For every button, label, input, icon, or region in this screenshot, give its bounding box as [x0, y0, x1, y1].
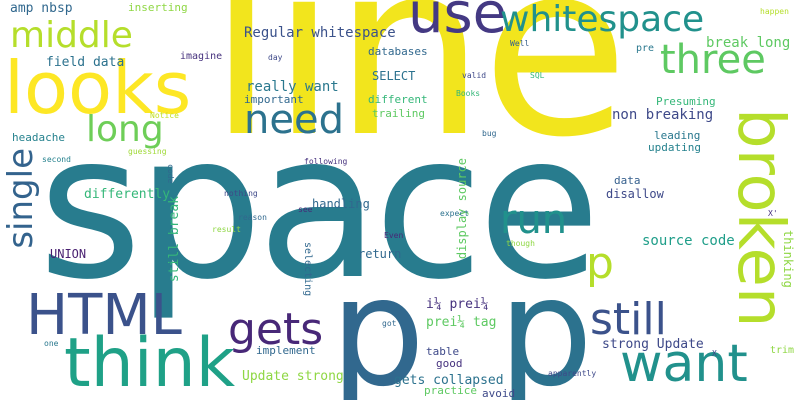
- word: whitespace: [500, 0, 705, 40]
- word: second: [42, 155, 71, 164]
- word: practice: [424, 384, 477, 397]
- word: Update strong: [242, 369, 344, 384]
- word: implement: [256, 344, 316, 357]
- word: long: [86, 109, 164, 150]
- word: prei¼ tag: [426, 315, 497, 330]
- word: line: [208, 0, 629, 190]
- word: guessing: [128, 147, 167, 156]
- word: data: [614, 174, 641, 187]
- word: break long: [706, 35, 791, 51]
- word: return: [358, 247, 402, 261]
- word: strong Update: [602, 337, 704, 352]
- word: day: [268, 53, 283, 62]
- word: updating: [648, 141, 701, 154]
- word: avoid: [482, 387, 516, 400]
- word: pre: [636, 43, 655, 54]
- word: valid: [462, 71, 487, 80]
- word: three: [660, 37, 766, 83]
- word: still: [590, 294, 667, 345]
- word: handling: [312, 197, 370, 211]
- word: result: [212, 225, 241, 234]
- word: apparently: [548, 369, 597, 378]
- word: Regular whitespace: [244, 25, 396, 41]
- word: really want: [246, 79, 339, 95]
- word: table: [426, 345, 460, 358]
- word: trailing: [372, 107, 425, 120]
- word: UNION: [50, 247, 87, 261]
- word: expect: [440, 209, 469, 218]
- word: SQL: [530, 71, 545, 80]
- word: think: [64, 324, 236, 400]
- word: nothing: [224, 189, 258, 198]
- word: middle: [10, 15, 133, 56]
- word: following: [304, 157, 348, 166]
- word: looks: [4, 46, 192, 130]
- word: Well: [510, 39, 530, 48]
- word: single: [1, 148, 41, 249]
- word: differently: [84, 187, 171, 202]
- word: happen: [760, 7, 789, 16]
- word: amp nbsp: [10, 1, 73, 16]
- word: though: [506, 239, 535, 248]
- word: important: [244, 93, 304, 106]
- word: leading: [654, 129, 701, 142]
- word: non breaking: [612, 107, 714, 123]
- word: one: [44, 339, 59, 348]
- word: headache: [12, 131, 65, 144]
- word: i¼ prei¼: [426, 297, 489, 312]
- word: databases: [368, 45, 428, 58]
- word: selecting: [302, 242, 313, 297]
- word: thinking: [781, 230, 795, 288]
- word: trim: [770, 345, 795, 356]
- word: got: [382, 319, 397, 328]
- word: p: [498, 246, 594, 400]
- word: want: [620, 334, 748, 394]
- word: source code: [642, 233, 735, 249]
- word: run: [500, 197, 568, 243]
- word: X': [768, 209, 778, 218]
- word: inserting: [128, 1, 188, 14]
- word: good: [436, 357, 463, 370]
- word: reason: [238, 213, 267, 222]
- word: SELECT: [372, 69, 416, 83]
- word: gets collapsed: [394, 373, 504, 388]
- word: Notice: [150, 111, 179, 120]
- word: need: [244, 97, 344, 143]
- word: p: [586, 238, 614, 289]
- word: Books: [456, 89, 481, 98]
- word: use: [408, 0, 508, 46]
- word: see: [298, 205, 313, 214]
- word: HTML: [26, 283, 182, 348]
- word: Even: [384, 231, 404, 240]
- word: imagine: [180, 51, 223, 62]
- word: broken: [723, 108, 797, 328]
- word: bug: [482, 129, 497, 138]
- word: X: [712, 349, 717, 358]
- word: disallow: [606, 187, 664, 201]
- word: different: [368, 93, 428, 106]
- word: space: [38, 91, 601, 324]
- word: Presuming: [656, 95, 716, 108]
- word: field data: [46, 55, 125, 70]
- word: still break: [167, 196, 182, 283]
- word: gets: [228, 304, 324, 355]
- word: p: [330, 246, 426, 400]
- word: code: [166, 164, 175, 184]
